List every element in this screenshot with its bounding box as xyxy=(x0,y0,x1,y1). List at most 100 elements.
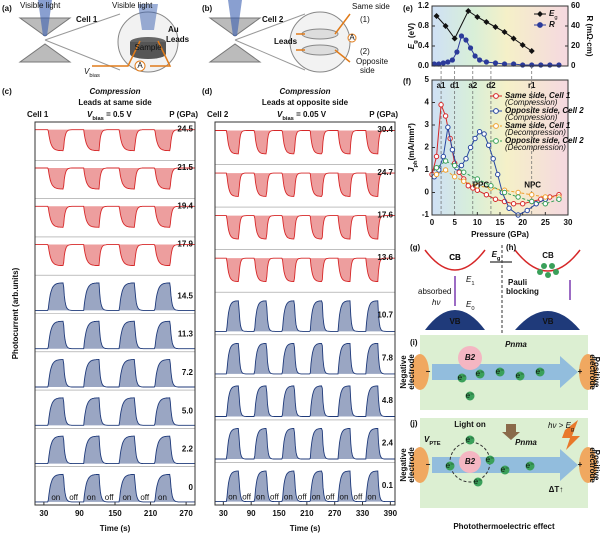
x-axis-label: Time (s) xyxy=(290,524,321,533)
switch-label: on xyxy=(284,492,293,501)
x-tick-label: 30 xyxy=(39,509,48,518)
photocurrent-trace xyxy=(35,244,195,267)
pressure-label: 2.4 xyxy=(382,438,394,447)
data-point xyxy=(529,192,535,198)
legend-label: Eg xyxy=(549,9,558,20)
label: VB xyxy=(449,317,460,326)
data-point xyxy=(442,23,449,29)
panel-a-drawing xyxy=(18,0,179,73)
label: electrode xyxy=(407,354,416,390)
label: side xyxy=(360,66,375,75)
trace-fill xyxy=(215,215,395,239)
data-point xyxy=(501,189,508,196)
electron xyxy=(535,367,545,377)
data-point xyxy=(556,62,562,68)
data-point xyxy=(510,61,517,67)
data-point xyxy=(474,14,481,20)
label: Sample xyxy=(134,43,162,52)
y2-axis-label: R (mΩ·cm) xyxy=(585,15,594,56)
x-tick-label: 90 xyxy=(247,509,256,518)
data-point xyxy=(467,45,474,51)
label: Positive xyxy=(592,357,600,388)
electron-label: e⁻ xyxy=(476,369,485,378)
legend-label: Same side, Cell 1 xyxy=(505,121,571,130)
x-tick-label: 390 xyxy=(384,509,398,518)
region-label: PPC xyxy=(473,180,490,189)
y-axis-label: Jph(mA/mm²) xyxy=(407,123,418,172)
text-part: 0 xyxy=(471,306,474,312)
data-point xyxy=(458,162,465,169)
trace-fill xyxy=(35,474,195,502)
data-point xyxy=(519,201,526,207)
x-tick-label: 10 xyxy=(473,218,482,227)
legend-condition: (Decompression) xyxy=(505,143,566,152)
label: CB xyxy=(449,253,461,262)
text-part: (eV) xyxy=(407,23,416,41)
x-tick-label: 30 xyxy=(564,218,573,227)
data-point xyxy=(483,19,490,25)
trace-fill xyxy=(35,397,195,426)
switch-label: off xyxy=(326,492,336,501)
text-part: bias xyxy=(282,116,294,122)
data-point xyxy=(501,61,508,67)
switch-label: on xyxy=(367,492,376,501)
switch-label: on xyxy=(340,492,349,501)
electron xyxy=(473,477,483,487)
data-point xyxy=(451,35,458,42)
label: blocking xyxy=(506,287,539,296)
electron-label: e⁻ xyxy=(486,455,495,464)
pressure-label: 13.6 xyxy=(377,253,393,262)
data-point xyxy=(454,49,460,55)
y2-tick-label: 60 xyxy=(571,1,580,10)
label: E1 xyxy=(466,275,475,286)
pressure-label: 21.5 xyxy=(177,163,193,172)
data-point xyxy=(458,33,465,39)
panel-title: Compression xyxy=(89,87,140,96)
electron xyxy=(495,367,505,377)
photocurrent-trace xyxy=(35,320,195,350)
y-tick-label: 1.2 xyxy=(418,1,430,10)
photocurrent-trace xyxy=(35,205,195,228)
data-point xyxy=(470,185,476,191)
panel-label: (a) xyxy=(2,4,12,13)
label: Same side xyxy=(352,2,390,11)
data-point xyxy=(490,156,496,162)
electron-label: e⁻ xyxy=(536,367,545,376)
switch-label: on xyxy=(312,492,321,501)
trace-fill xyxy=(215,258,395,282)
text-part: Opposite side, Cell 2 xyxy=(505,106,584,115)
trace-fill xyxy=(215,173,395,197)
label: Positive xyxy=(592,450,600,481)
label: Negative xyxy=(399,355,408,389)
photocurrent-trace xyxy=(35,397,195,426)
trace-fill xyxy=(35,206,195,228)
panel-label: (d) xyxy=(202,87,213,96)
electron-label: e⁻ xyxy=(466,435,475,444)
y-tick-label: 0.4 xyxy=(418,41,430,50)
y-tick-label: 0 xyxy=(425,188,430,197)
pressure-label: 30.4 xyxy=(377,125,393,134)
x-tick-label: 90 xyxy=(75,509,84,518)
data-point xyxy=(542,194,549,200)
label: Leads xyxy=(166,35,190,44)
legend-marker xyxy=(493,138,499,144)
x-tick-label: 270 xyxy=(328,509,342,518)
trace-fill xyxy=(35,359,195,388)
plot-frame xyxy=(214,121,396,506)
panel-label: (f) xyxy=(403,77,411,86)
switch-label: on xyxy=(87,493,96,502)
data-point xyxy=(449,57,455,63)
y2-tick-label: 0 xyxy=(571,61,576,70)
data-point xyxy=(433,171,440,178)
data-point xyxy=(488,183,494,189)
data-point xyxy=(529,198,535,205)
electron xyxy=(465,391,475,401)
electron-label: e⁻ xyxy=(466,391,475,400)
switch-label: off xyxy=(270,492,280,501)
x-tick-label: 30 xyxy=(219,509,228,518)
label: (2) xyxy=(360,47,370,56)
photocurrent-trace xyxy=(35,435,195,465)
label: electrode xyxy=(407,447,416,483)
legend-marker xyxy=(537,11,543,17)
